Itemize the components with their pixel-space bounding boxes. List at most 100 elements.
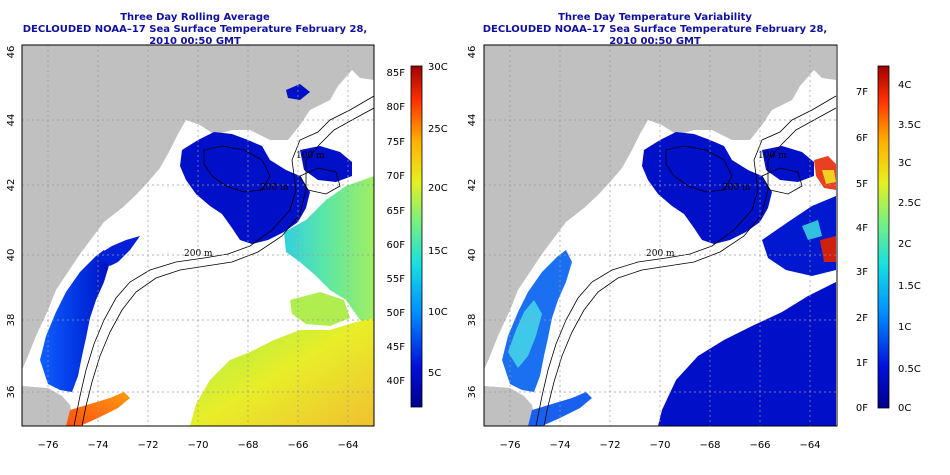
right-var-gulf [642, 132, 772, 244]
right-cb-c-label: 0C [898, 403, 911, 414]
right-cb-f-label: 1F [856, 358, 868, 369]
right-var-coast-cyan [508, 300, 542, 368]
right-cb-c-label: 0.5C [898, 364, 921, 375]
left-cb-f-label: 45F [387, 342, 406, 353]
right-map-frame [483, 44, 838, 427]
left-title-line2: DECLOUDED NOAA–17 Sea Surface Temperatur… [22, 24, 368, 47]
right-var-hotspot-2 [822, 170, 836, 184]
left-title-line1: Three Day Rolling Average [120, 12, 270, 23]
left-map-frame [21, 44, 375, 427]
left-colorbar: 85F 80F 75F 70F 65F 60F 55F 50F 45F 40F … [387, 62, 448, 408]
left-cb-c-label: 5C [428, 368, 441, 379]
left-x-tick: −74 [87, 440, 108, 451]
right-y-tick: 44 [467, 114, 478, 127]
left-newfoundland [348, 45, 374, 80]
right-cb-f-label: 0F [856, 403, 868, 414]
right-cb-f-label: 6F [856, 133, 868, 144]
right-x-tick: −76 [499, 440, 520, 451]
right-colorbar-scale [877, 65, 890, 409]
left-y-tick: 46 [6, 46, 17, 59]
right-y-tick: 36 [467, 386, 478, 399]
left-colorbar-scale [410, 65, 423, 408]
left-warm-patch-north [290, 292, 350, 326]
right-contour-label-200m-a: 200 m [722, 183, 751, 193]
left-axis-y: 36 38 40 42 44 46 [6, 46, 17, 399]
left-contour-label-200m-a: 200 m [260, 183, 289, 193]
right-y-tick: 38 [467, 314, 478, 327]
left-cb-f-label: 50F [387, 308, 406, 319]
left-cb-f-label: 75F [387, 137, 406, 148]
left-cb-c-label: 10C [428, 307, 448, 318]
left-coastal-water [40, 250, 110, 392]
right-cb-c-label: 2C [898, 239, 911, 250]
left-cb-f-label: 80F [387, 102, 406, 113]
right-cb-f-label: 4F [856, 223, 868, 234]
right-axis-y: 36 38 40 42 44 46 [467, 46, 478, 399]
right-contour-label-100m: 100 m [758, 151, 787, 161]
left-land-mass [22, 45, 374, 370]
right-title-line1: Three Day Temperature Variability [558, 12, 752, 23]
left-warm-offshore [190, 318, 374, 426]
right-x-tick: −64 [799, 440, 820, 451]
right-y-tick: 42 [467, 179, 478, 192]
right-isobaths [535, 95, 837, 426]
left-y-tick: 36 [6, 386, 17, 399]
left-contour-label-200m-b: 200 m [184, 249, 213, 259]
right-land-mass [484, 45, 836, 370]
left-x-tick: −76 [37, 440, 58, 451]
right-x-tick: −74 [549, 440, 570, 451]
right-title-line2: DECLOUDED NOAA–17 Sea Surface Temperatur… [482, 24, 828, 47]
left-cold-scotian [300, 146, 352, 182]
right-y-tick: 40 [467, 249, 478, 262]
right-newfoundland [810, 45, 836, 80]
left-cb-f-label: 60F [387, 240, 406, 251]
right-x-tick: −66 [749, 440, 770, 451]
right-cb-c-label: 2.5C [898, 198, 921, 209]
right-cb-c-label: 3.5C [898, 120, 921, 131]
right-cb-f-label: 2F [856, 313, 868, 324]
right-graticule [484, 45, 837, 426]
right-cb-c-label: 4C [898, 80, 911, 91]
left-x-tick: −72 [137, 440, 158, 451]
right-var-hotspot-3 [820, 236, 836, 262]
right-cb-f-label: 7F [856, 87, 868, 98]
left-x-tick: −66 [287, 440, 308, 451]
right-var-stream [528, 392, 592, 426]
left-east-water [284, 176, 374, 330]
left-gulf-stream [66, 392, 130, 426]
left-axis-x: −76 −74 −72 −70 −68 −66 −64 [37, 440, 358, 451]
left-cb-f-label: 55F [387, 274, 406, 285]
right-axis-x: −76 −74 −72 −70 −68 −66 −64 [499, 440, 820, 451]
right-title: Three Day Temperature Variability DECLOU… [470, 12, 840, 48]
right-x-tick: −72 [599, 440, 620, 451]
right-cb-f-label: 5F [856, 179, 868, 190]
left-cb-c-label: 30C [428, 62, 448, 73]
right-colorbar: 7F 6F 5F 4F 3F 2F 1F 0F 4C 3.5C 3C 2.5C … [856, 65, 921, 414]
left-cb-c-label: 15C [428, 246, 448, 257]
right-var-hotspot-4 [802, 220, 822, 240]
left-cold-gulf [180, 132, 310, 244]
left-cb-f-label: 65F [387, 206, 406, 217]
right-cb-c-label: 1C [898, 322, 911, 333]
left-x-tick: −68 [237, 440, 258, 451]
left-y-tick: 40 [6, 249, 17, 262]
left-y-tick: 42 [6, 179, 17, 192]
right-var-offshore [658, 282, 836, 426]
right-map: 100 m 200 m 200 m [484, 45, 837, 426]
right-cb-c-label: 3C [898, 158, 911, 169]
left-y-tick: 44 [6, 114, 17, 127]
left-isobaths [73, 95, 374, 426]
left-cb-f-label: 40F [387, 376, 406, 387]
right-var-scotian [762, 146, 814, 182]
right-var-east [762, 196, 836, 276]
left-x-tick: −70 [187, 440, 208, 451]
right-contour-label-200m-b: 200 m [646, 249, 675, 259]
left-x-tick: −64 [337, 440, 358, 451]
left-contour-label-100m: 100 m [296, 151, 325, 161]
right-x-tick: −70 [649, 440, 670, 451]
left-cb-c-label: 25C [428, 124, 448, 135]
left-map: 100 m 200 m 200 m [22, 45, 374, 426]
right-y-tick: 46 [467, 46, 478, 59]
left-cb-f-label: 70F [387, 171, 406, 182]
